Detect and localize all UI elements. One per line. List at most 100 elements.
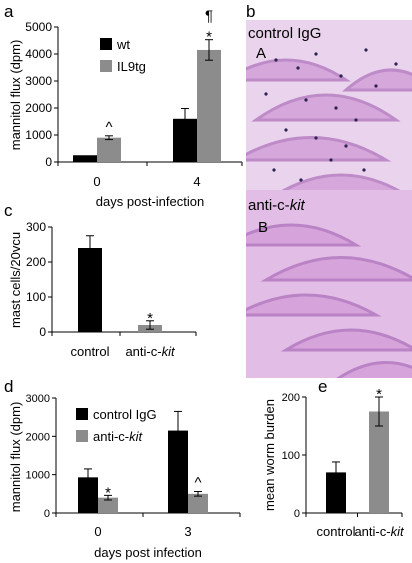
bar: [188, 493, 208, 513]
significance-mark: *: [105, 484, 111, 501]
histology-caption-control-igg: control IgG: [248, 25, 321, 42]
significance-mark: ^: [105, 119, 112, 136]
y-axis-label: mean worm burden: [262, 399, 277, 511]
mast-cell-dot: [314, 52, 318, 56]
mast-cell-dot: [274, 58, 278, 62]
histology-image-anti-c-kit: [246, 190, 412, 378]
chart-a-mannitol-flux: 0 1000 2000 3000 4000 5000 0 4 ^ * ¶ mannitol flux …: [8, 8, 243, 209]
chart-d-mannitol-flux: 0 1000 2000 3000 0 3 * ^ mannitol flux (dpm) days…: [8, 393, 241, 560]
x-tick-label: 0: [94, 524, 101, 539]
panel-letter-d: d: [4, 377, 13, 396]
x-tick-label: 0: [93, 174, 100, 189]
y-tick-label: 100: [282, 450, 300, 462]
villus: [280, 328, 412, 352]
mast-cell-dot: [284, 128, 288, 132]
y-tick-label: 100: [26, 290, 46, 304]
x-axis-label: days post-infection: [96, 194, 204, 209]
mast-cell-dot: [344, 144, 348, 148]
y-tick-label: 0: [39, 325, 46, 339]
y-tick-label: 0: [294, 508, 300, 520]
y-tick-label: 2000: [26, 431, 50, 443]
mast-cell-dot: [334, 106, 338, 110]
villus: [260, 256, 412, 282]
villus: [336, 361, 412, 378]
x-tick-label: 3: [184, 524, 191, 539]
legend-swatch: [76, 408, 88, 420]
mast-cell-dot: [299, 178, 303, 182]
y-tick-label: 200: [26, 255, 46, 269]
significance-mark: *: [147, 310, 153, 327]
mast-cell-dot: [394, 62, 398, 66]
bar: [197, 49, 221, 163]
bar: [97, 137, 121, 162]
villus: [246, 223, 362, 247]
legend-label: IL9tg: [117, 59, 146, 74]
mast-cell-dot: [272, 168, 276, 172]
mast-cell-dot: [374, 84, 378, 88]
y-tick-label: 300: [26, 220, 46, 234]
y-axis-label: mannitol flux (dpm): [8, 402, 23, 513]
y-tick-label: 200: [282, 392, 300, 404]
significance-mark: *: [376, 386, 382, 403]
significance-mark: ¶: [205, 8, 213, 25]
x-tick-label: anti-c-kit: [354, 524, 405, 539]
y-tick-label: 0: [44, 508, 50, 520]
y-tick-label: 3000: [26, 393, 50, 405]
legend-label: control IgG: [93, 407, 157, 422]
mast-cell-dot: [364, 48, 368, 52]
bar: [98, 497, 118, 513]
mast-cell-dot: [296, 66, 300, 70]
mast-cell-dot: [314, 136, 318, 140]
mast-cell-dot: [354, 118, 358, 122]
x-tick-label: control: [316, 524, 355, 539]
significance-mark: *: [206, 29, 212, 46]
x-tick-label: anti-c-kit: [125, 344, 176, 359]
y-tick-label: 1000: [26, 470, 50, 482]
histology-letter-b: B: [258, 219, 268, 236]
mast-cell-dot: [339, 74, 343, 78]
legend-label: wt: [116, 37, 130, 52]
legend-swatch: [100, 60, 112, 72]
villus: [246, 293, 382, 317]
y-tick-label: 3000: [25, 74, 52, 88]
significance-mark: ^: [194, 475, 201, 492]
panel-letter-e: e: [318, 377, 327, 396]
panel-letter-a: a: [4, 2, 14, 21]
villus: [342, 68, 412, 92]
chart-c-mast-cells: 0 100 200 300 control anti-c-kit * mast cells/2…: [8, 220, 197, 359]
x-tick-label: 4: [193, 174, 200, 189]
x-tick-label: control: [70, 344, 109, 359]
villi-bottom: [246, 223, 412, 378]
legend-label: anti-c-kit: [93, 429, 144, 444]
y-tick-label: 4000: [25, 47, 52, 61]
mast-cells-top: [264, 48, 398, 218]
y-tick-label: 0: [45, 155, 52, 169]
y-axis-label: mannitol flux (dpm): [8, 40, 23, 151]
legend-swatch: [100, 38, 112, 50]
histology-anti-svg: [246, 190, 412, 378]
histology-letter-a: A: [256, 45, 266, 62]
bar: [78, 477, 98, 513]
legend-swatch: [76, 430, 88, 442]
bar: [326, 472, 346, 513]
mast-cell-dot: [329, 158, 333, 162]
bar: [168, 430, 188, 513]
mast-cell-dot: [362, 168, 366, 172]
bar: [78, 248, 102, 332]
bar: [369, 411, 389, 513]
y-axis-label: mast cells/20vcu: [8, 232, 23, 328]
villus: [251, 93, 401, 122]
panel-letter-b: b: [246, 2, 255, 21]
mast-cell-dot: [304, 98, 308, 102]
mast-cell-dot: [264, 92, 268, 96]
y-tick-label: 5000: [25, 20, 52, 34]
histology-caption-anti-c-kit: anti-c-kit: [248, 197, 306, 214]
x-axis-label: days post infection: [94, 545, 202, 560]
y-tick-label: 1000: [25, 128, 52, 142]
panel-letter-c: c: [4, 201, 13, 220]
y-tick-label: 2000: [25, 101, 52, 115]
bar: [73, 155, 97, 162]
